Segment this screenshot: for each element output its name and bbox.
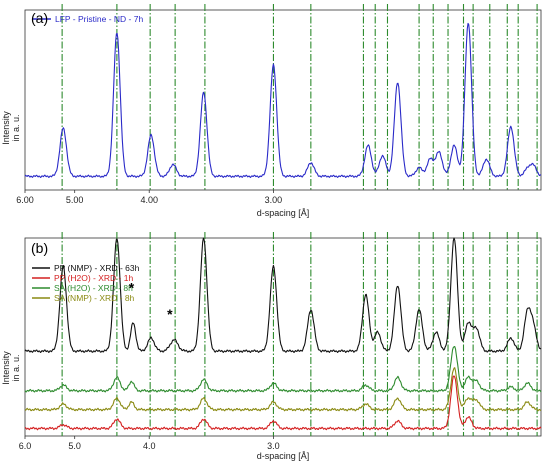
x-tick-label: 6.00 [16, 195, 34, 205]
panel-a: 6.00 5.00 4.00 3.00 d-spacing [Å] Intensityin… [1, 4, 542, 218]
panel-label: (a) [31, 10, 48, 26]
x-axis-label: d-spacing [Å] [257, 208, 310, 218]
y-axis-label: Intensityin a. u. [1, 351, 21, 385]
panel-b: 6.0 5.0 4.0 3.0d-spacing [Å] Intensityin a. … [1, 232, 542, 461]
x-tick-label: 5.00 [66, 195, 84, 205]
series-line [24, 237, 542, 354]
legend-label: PP (H2O) - XRD - 1h [54, 273, 133, 283]
y-axis-label-line: in a. u. [11, 354, 21, 381]
x-tick-label: 4.00 [140, 195, 158, 205]
series-line [24, 22, 542, 179]
peak-annotation: * [167, 306, 173, 322]
x-tick-label: 4.0 [143, 441, 156, 451]
y-axis-label-line: Intensity [1, 111, 11, 145]
legend-label: SA (NMP) - XRD - 8h [54, 293, 135, 303]
y-axis-label: Intensityin a. u. [1, 111, 21, 145]
x-tick-label: 6.0 [19, 441, 32, 451]
series-line [24, 375, 542, 431]
legend-label: SA (H2O) - XRD - 8h [54, 283, 133, 293]
legend-label: PP (NMP) - XRD - 63h [54, 263, 140, 273]
x-axis-label: d-spacing [Å] [257, 451, 310, 461]
peak-annotation: * [129, 280, 135, 296]
plot-frame [24, 237, 542, 437]
plot-frame [24, 9, 542, 191]
panel-label: (b) [31, 240, 48, 256]
series-line [24, 367, 542, 412]
y-axis-label-line: Intensity [1, 351, 11, 385]
y-axis-label-line: in a. u. [11, 114, 21, 141]
legend-label: LFP - Pristine - ND - 7h [55, 14, 143, 24]
series-line [24, 345, 542, 393]
x-tick-label: 3.0 [267, 441, 280, 451]
x-tick-label: 3.00 [265, 195, 283, 205]
x-tick-label: 5.0 [68, 441, 81, 451]
